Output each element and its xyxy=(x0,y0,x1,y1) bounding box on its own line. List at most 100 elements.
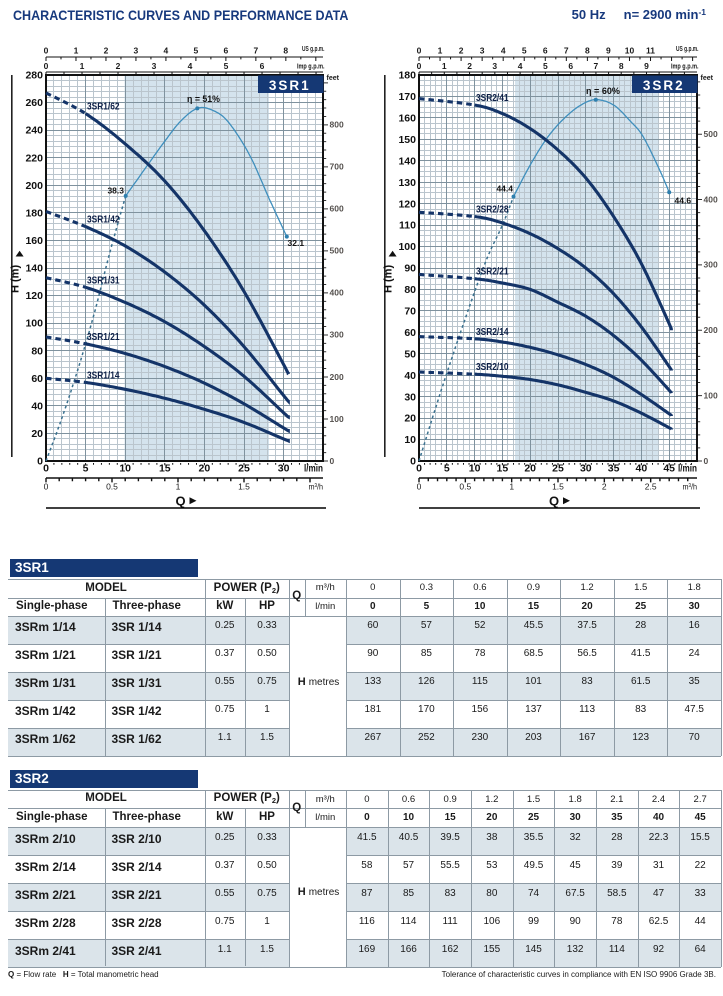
svg-text:5: 5 xyxy=(194,46,199,56)
svg-text:10: 10 xyxy=(119,463,131,475)
svg-text:200: 200 xyxy=(330,372,344,382)
svg-text:4: 4 xyxy=(188,61,193,71)
svg-text:3SR1/31: 3SR1/31 xyxy=(87,275,120,286)
svg-text:60: 60 xyxy=(404,327,416,339)
svg-text:180: 180 xyxy=(25,208,43,220)
svg-text:Imp g.p.m.: Imp g.p.m. xyxy=(671,64,699,71)
svg-text:η = 60%: η = 60% xyxy=(586,86,621,97)
svg-text:0: 0 xyxy=(704,456,709,466)
svg-text:7: 7 xyxy=(594,61,599,71)
svg-text:2.5: 2.5 xyxy=(645,482,657,492)
svg-text:600: 600 xyxy=(330,204,344,214)
svg-text:5: 5 xyxy=(224,61,229,71)
svg-text:7: 7 xyxy=(564,46,569,56)
svg-text:160: 160 xyxy=(25,235,43,247)
svg-text:2: 2 xyxy=(467,61,472,71)
svg-text:1: 1 xyxy=(442,61,447,71)
svg-text:8: 8 xyxy=(585,46,590,56)
svg-text:11: 11 xyxy=(646,46,655,56)
svg-text:130: 130 xyxy=(398,177,416,189)
svg-text:3SR2/41: 3SR2/41 xyxy=(476,93,509,104)
svg-text:500: 500 xyxy=(330,246,344,256)
svg-text:44.6: 44.6 xyxy=(675,196,692,206)
svg-text:9: 9 xyxy=(644,61,649,71)
svg-text:100: 100 xyxy=(398,241,416,253)
svg-text:7: 7 xyxy=(254,46,259,56)
svg-text:700: 700 xyxy=(330,162,344,172)
svg-text:220: 220 xyxy=(25,152,43,164)
svg-text:400: 400 xyxy=(704,194,718,204)
svg-text:40: 40 xyxy=(636,463,648,475)
svg-text:6: 6 xyxy=(260,61,265,71)
svg-text:US g.p.m.: US g.p.m. xyxy=(302,46,325,53)
svg-text:0: 0 xyxy=(44,46,49,56)
svg-text:100: 100 xyxy=(25,318,43,330)
svg-text:0.5: 0.5 xyxy=(459,482,471,492)
svg-text:110: 110 xyxy=(399,220,416,232)
svg-text:0: 0 xyxy=(44,482,49,492)
svg-text:8: 8 xyxy=(619,61,624,71)
svg-text:300: 300 xyxy=(704,260,718,270)
svg-text:45: 45 xyxy=(663,463,675,475)
svg-text:100: 100 xyxy=(330,414,344,424)
svg-text:3SR1/42: 3SR1/42 xyxy=(87,215,120,226)
svg-text:0.5: 0.5 xyxy=(106,482,118,492)
svg-text:400: 400 xyxy=(330,288,344,298)
svg-text:6: 6 xyxy=(543,46,548,56)
svg-text:1.5: 1.5 xyxy=(552,482,564,492)
svg-text:30: 30 xyxy=(580,463,592,475)
svg-text:260: 260 xyxy=(25,97,43,109)
svg-text:1.5: 1.5 xyxy=(238,482,250,492)
svg-text:Q: Q xyxy=(549,494,559,509)
svg-text:m³/h: m³/h xyxy=(309,482,324,492)
svg-text:η = 51%: η = 51% xyxy=(187,94,221,105)
svg-text:3SR1/62: 3SR1/62 xyxy=(87,102,120,113)
svg-text:3SR2/28: 3SR2/28 xyxy=(476,205,509,216)
svg-text:80: 80 xyxy=(404,284,416,296)
svg-text:3SR1/14: 3SR1/14 xyxy=(87,370,120,381)
svg-text:25: 25 xyxy=(238,463,250,475)
svg-text:60: 60 xyxy=(31,373,43,385)
svg-text:6: 6 xyxy=(224,46,229,56)
svg-text:15: 15 xyxy=(497,463,509,475)
svg-text:20: 20 xyxy=(31,428,43,440)
svg-text:35: 35 xyxy=(608,463,620,475)
svg-text:10: 10 xyxy=(625,46,635,56)
svg-text:3SR2/10: 3SR2/10 xyxy=(476,362,509,373)
svg-text:l/min: l/min xyxy=(304,463,323,475)
svg-text:32.1: 32.1 xyxy=(288,238,305,248)
svg-text:5: 5 xyxy=(83,463,89,475)
svg-text:H (m): H (m) xyxy=(10,265,22,293)
svg-text:1: 1 xyxy=(176,482,181,492)
svg-text:0: 0 xyxy=(416,463,422,475)
svg-text:US g.p.m.: US g.p.m. xyxy=(676,46,699,53)
svg-text:feet: feet xyxy=(701,75,714,82)
svg-text:30: 30 xyxy=(404,391,416,403)
svg-text:3: 3 xyxy=(134,46,139,56)
svg-text:2: 2 xyxy=(116,61,121,71)
svg-text:Imp g.p.m.: Imp g.p.m. xyxy=(297,64,325,71)
svg-text:m³/h: m³/h xyxy=(683,482,698,492)
svg-text:20: 20 xyxy=(199,463,211,475)
svg-text:Q: Q xyxy=(176,494,186,509)
svg-text:170: 170 xyxy=(398,91,416,103)
svg-text:0: 0 xyxy=(37,456,43,468)
svg-text:160: 160 xyxy=(398,113,416,125)
svg-text:20: 20 xyxy=(524,463,536,475)
svg-text:0: 0 xyxy=(417,46,422,56)
svg-text:280: 280 xyxy=(25,70,43,82)
svg-text:70: 70 xyxy=(404,306,416,318)
svg-text:1: 1 xyxy=(438,46,443,56)
svg-text:200: 200 xyxy=(25,180,43,192)
svg-text:15: 15 xyxy=(159,463,171,475)
svg-text:feet: feet xyxy=(327,75,340,82)
svg-text:40: 40 xyxy=(404,370,416,382)
svg-text:50: 50 xyxy=(404,348,416,360)
svg-text:20: 20 xyxy=(404,413,416,425)
svg-text:120: 120 xyxy=(398,198,416,210)
svg-text:9: 9 xyxy=(606,46,611,56)
svg-text:3SR2: 3SR2 xyxy=(643,78,685,93)
svg-text:3SR2/21: 3SR2/21 xyxy=(476,267,509,278)
svg-text:3SR1: 3SR1 xyxy=(269,78,311,93)
svg-text:240: 240 xyxy=(25,125,43,137)
